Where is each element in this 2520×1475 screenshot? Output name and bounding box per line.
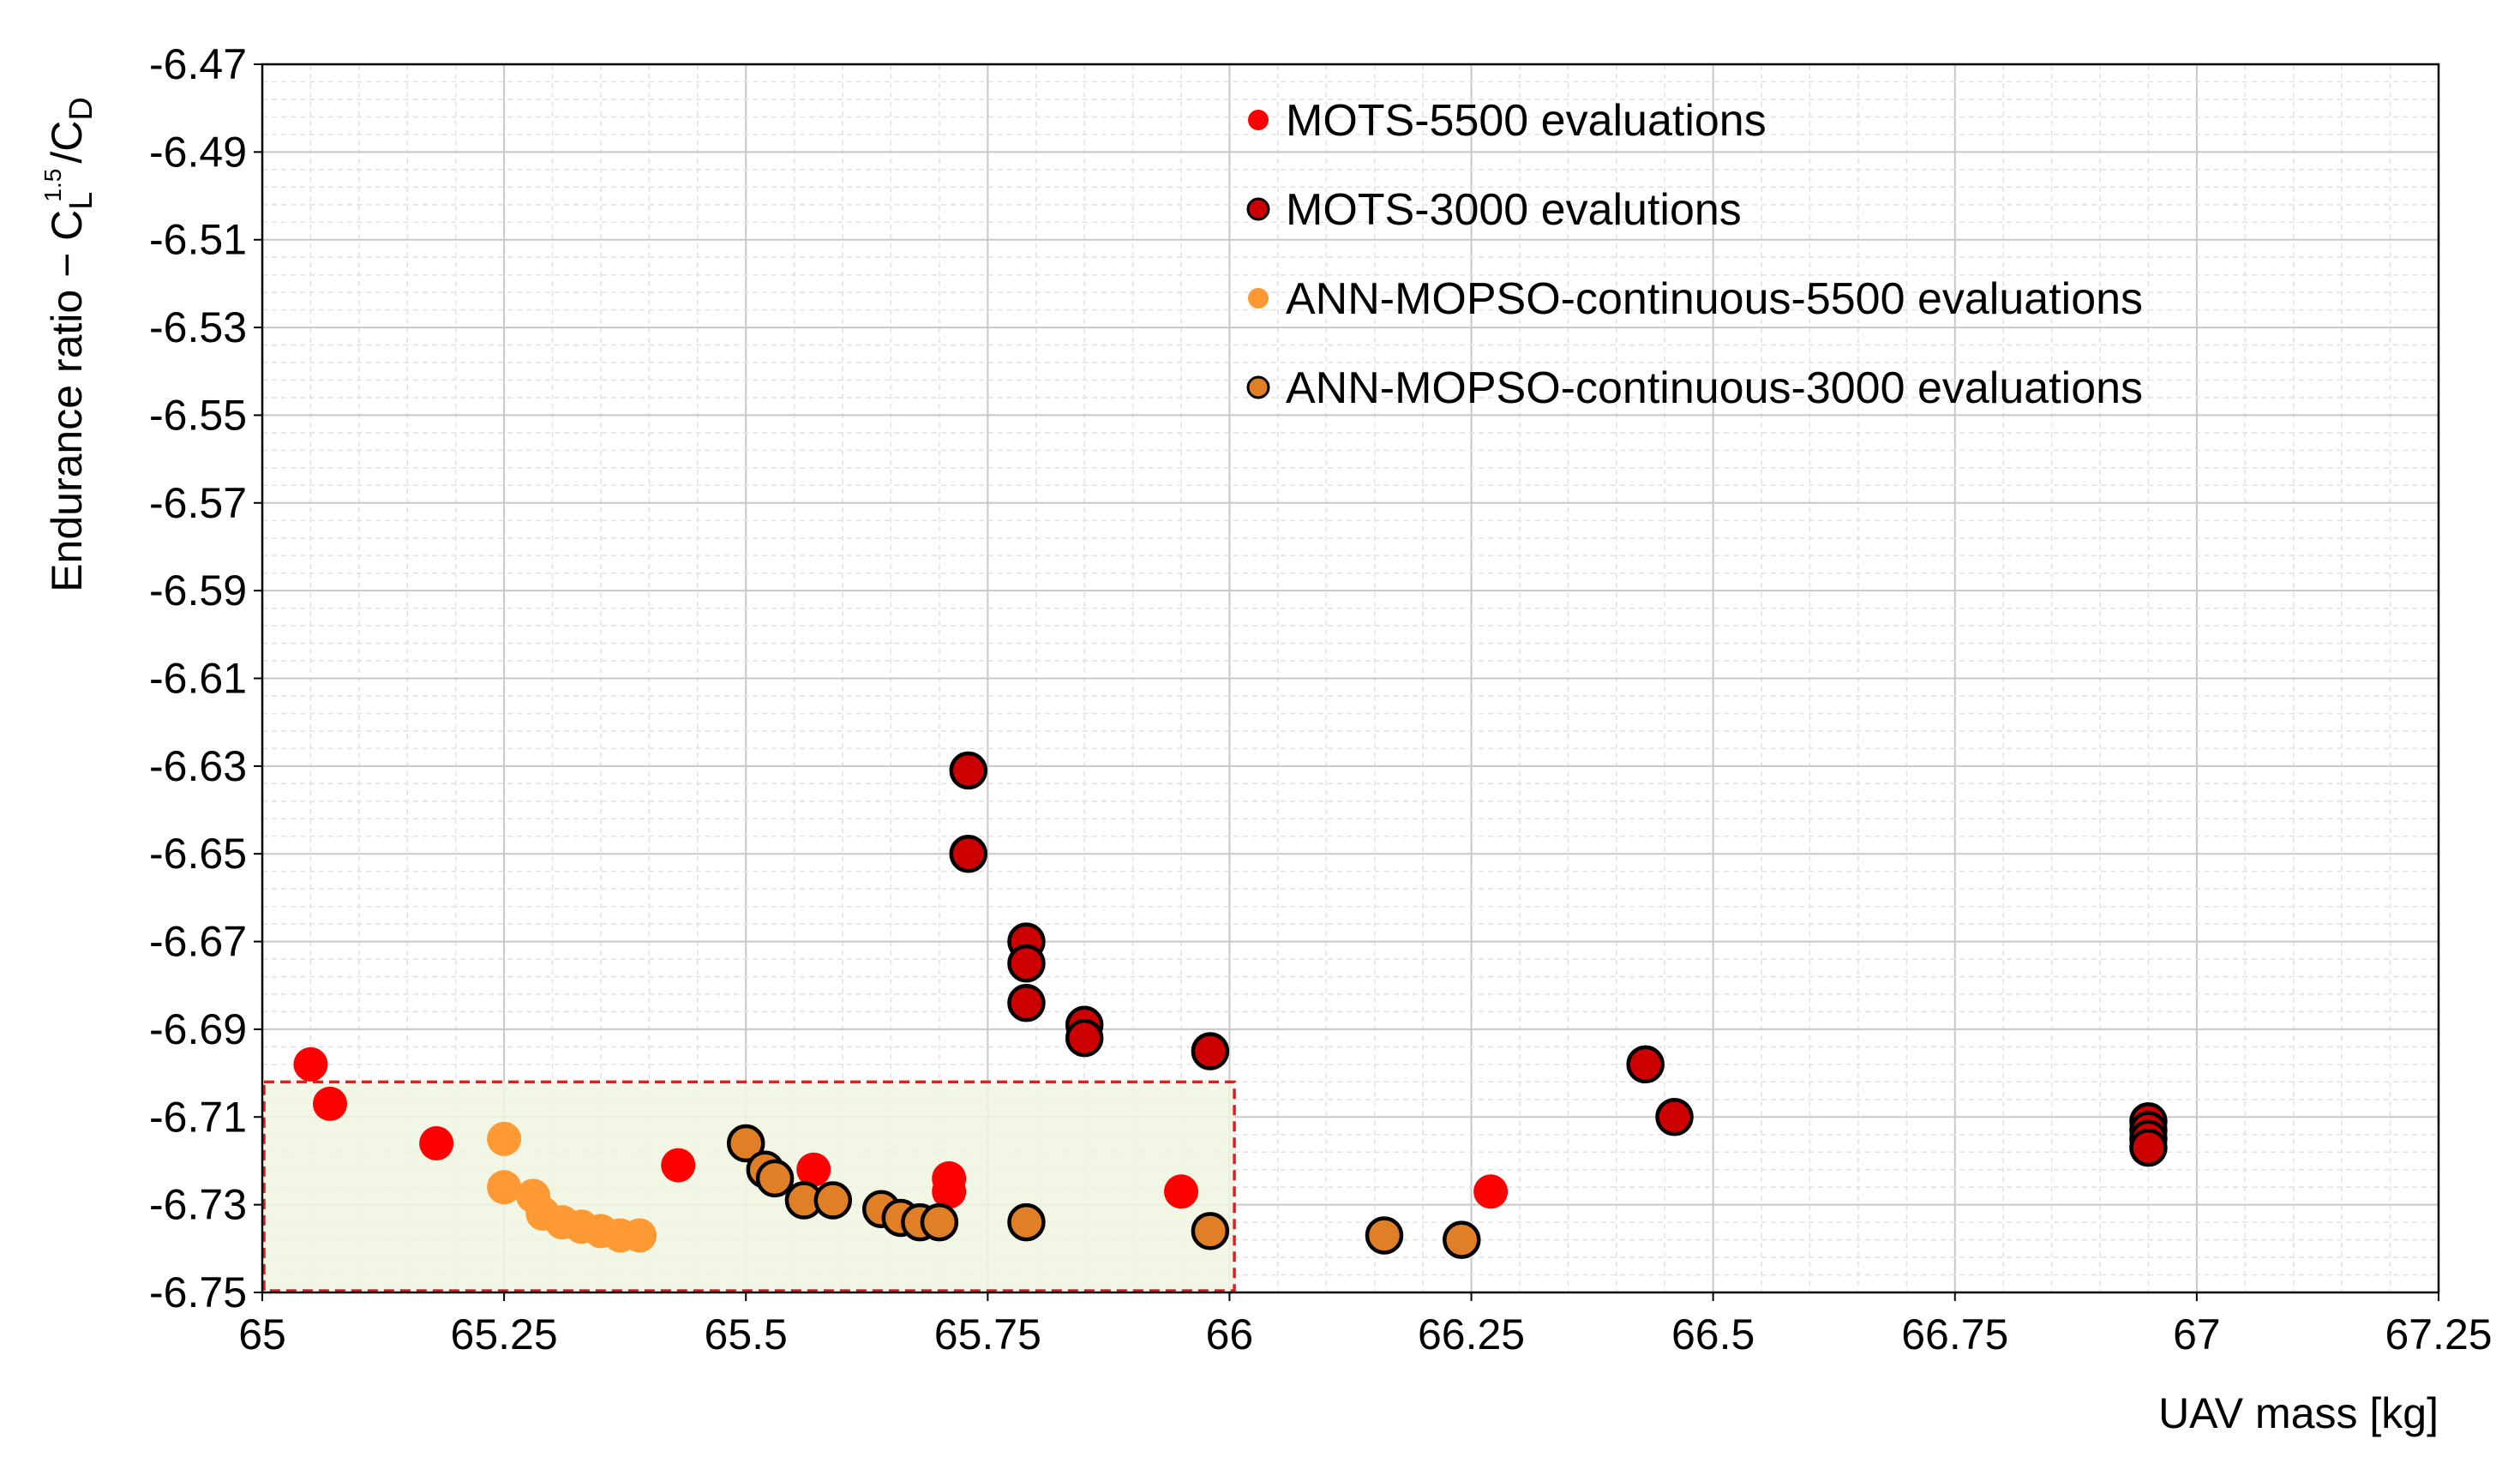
y-axis-label: Endurance ratio − CL1.5/CD [39, 97, 99, 592]
data-point [312, 1086, 347, 1121]
y-tick-label: -6.49 [149, 128, 247, 176]
data-point [1365, 1216, 1404, 1255]
data-point [920, 1202, 959, 1242]
data-point [1065, 1018, 1104, 1058]
data-point [949, 834, 988, 873]
data-point [1443, 1220, 1481, 1259]
y-tick-label: -6.75 [149, 1268, 247, 1316]
y-axis-ticks: -6.47 -6.49 -6.51 -6.53 -6.55 -6.57 -6.59 -6.61… [149, 40, 262, 1316]
legend-label: MOTS-3000 evalutions [1286, 185, 1742, 235]
x-axis-label: UAV mass [kg] [2158, 1389, 2439, 1437]
y-tick-label: -6.51 [149, 216, 247, 264]
y-axis-label-sub-d: D [63, 97, 99, 120]
legend-label: ANN-MOPSO-continuous-3000 evaluations [1286, 363, 2143, 413]
data-point [755, 1159, 795, 1198]
data-point [1626, 1045, 1665, 1084]
legend-marker [1246, 375, 1270, 399]
data-point [293, 1046, 328, 1082]
x-tick-label: 65.75 [934, 1310, 1041, 1358]
data-point [1007, 1202, 1046, 1242]
data-point [949, 751, 988, 790]
x-tick-label: 66.25 [1418, 1310, 1525, 1358]
data-points [293, 751, 2168, 1259]
series-3 [487, 1121, 657, 1253]
data-point [1191, 1032, 1230, 1070]
series-2 [949, 751, 2168, 1167]
data-point [1655, 1098, 1694, 1136]
x-tick-label: 65 [238, 1310, 286, 1358]
y-axis-label-sub-l: L [63, 192, 99, 210]
data-point [1007, 944, 1046, 983]
y-tick-label: -6.71 [149, 1093, 247, 1141]
highlight-region [262, 1080, 1236, 1292]
y-axis-label-sup: 1.5 [39, 169, 66, 202]
legend-label: MOTS-5500 evaluations [1286, 96, 1767, 146]
series-4 [726, 1124, 1481, 1259]
data-point [813, 1181, 853, 1220]
data-point [2129, 1128, 2168, 1167]
data-point [661, 1148, 696, 1183]
series-1 [293, 1046, 1509, 1209]
legend-marker [1248, 288, 1269, 309]
data-point [1007, 983, 1046, 1022]
y-tick-label: -6.63 [149, 742, 247, 790]
data-point [419, 1125, 454, 1160]
y-axis-label-prefix: Endurance ratio − C [43, 210, 91, 592]
y-tick-label: -6.65 [149, 830, 247, 878]
legend: MOTS-5500 evaluations MOTS-3000 evalution… [1246, 96, 2143, 413]
x-tick-label: 66.5 [1671, 1310, 1755, 1358]
data-point [487, 1121, 522, 1156]
x-axis-ticks: 65 65.25 65.5 65.75 66 66.25 66.5 66.75 67 67.25 [238, 1292, 2493, 1358]
legend-marker [1248, 110, 1269, 130]
data-point [1191, 1212, 1230, 1250]
data-point [726, 1124, 765, 1163]
y-tick-label: -6.59 [149, 567, 247, 615]
y-axis-label-mid: /C [43, 121, 91, 164]
data-point [1164, 1174, 1199, 1209]
x-tick-label: 65.5 [705, 1310, 788, 1358]
y-tick-label: -6.69 [149, 1005, 247, 1053]
data-point [932, 1174, 967, 1209]
x-tick-label: 65.25 [451, 1310, 558, 1358]
x-tick-label: 67.25 [2385, 1310, 2492, 1358]
y-tick-label: -6.57 [149, 479, 247, 527]
x-tick-label: 66.75 [1901, 1310, 2008, 1358]
y-tick-label: -6.67 [149, 918, 247, 966]
y-tick-label: -6.53 [149, 303, 247, 351]
data-point [487, 1170, 522, 1205]
y-tick-label: -6.55 [149, 391, 247, 439]
y-tick-label: -6.61 [149, 655, 247, 703]
y-tick-label: -6.73 [149, 1181, 247, 1229]
x-tick-label: 66 [1206, 1310, 1254, 1358]
data-point [1473, 1174, 1509, 1209]
legend-label: ANN-MOPSO-continuous-5500 evaluations [1286, 274, 2143, 324]
x-tick-label: 67 [2173, 1310, 2221, 1358]
y-tick-label: -6.47 [149, 40, 247, 88]
data-point [622, 1218, 657, 1253]
data-point [796, 1152, 831, 1187]
legend-marker [1246, 197, 1270, 221]
